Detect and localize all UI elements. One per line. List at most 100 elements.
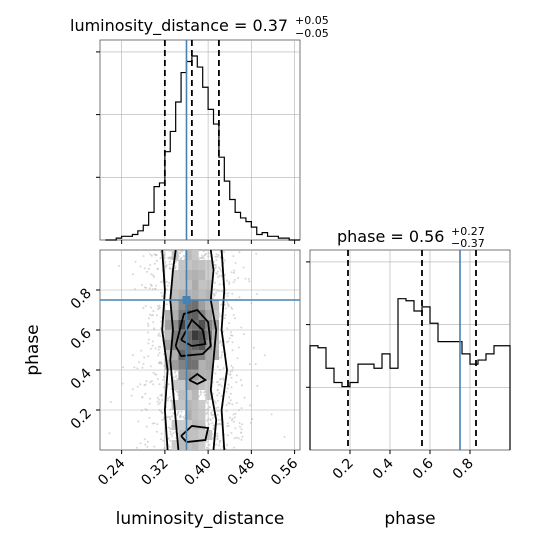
scatter-point: [217, 418, 220, 421]
contour-loop: [180, 318, 207, 347]
scatter-point: [152, 321, 155, 324]
scatter-point: [151, 340, 154, 343]
scatter-point: [232, 255, 235, 258]
scatter-point: [218, 283, 221, 286]
scatter-point: [152, 371, 155, 374]
density-cell: [178, 310, 186, 320]
scatter-point: [148, 317, 150, 320]
scatter-point: [230, 419, 233, 422]
scatter-point: [166, 284, 169, 287]
density-cell: [178, 280, 186, 290]
density-cell: [185, 290, 192, 300]
scatter-point: [238, 251, 241, 254]
scatter-point: [153, 445, 156, 448]
scatter-point: [174, 371, 177, 374]
scatter-point: [220, 269, 223, 272]
density-cell: [185, 430, 192, 440]
scatter-point: [227, 340, 230, 343]
scatter-point: [242, 266, 245, 269]
scatter-point: [139, 265, 142, 268]
scatter-point: [248, 280, 251, 283]
scatter-point: [130, 394, 133, 397]
scatter-grid: [100, 250, 300, 450]
scatter-point: [151, 288, 154, 291]
scatter-point: [157, 398, 160, 401]
phase-quantile-lines: [347, 250, 477, 450]
scatter-point: [169, 440, 172, 442]
scatter-point: [158, 401, 161, 404]
scatter-point: [133, 288, 136, 291]
phase-hist-title: phase = 0.56: [337, 227, 444, 246]
scatter-point: [222, 378, 225, 381]
scatter-point: [144, 443, 147, 446]
scatter-point: [222, 377, 225, 380]
scatter-point: [137, 420, 140, 423]
scatter-point: [229, 331, 232, 334]
scatter-point: [232, 314, 235, 316]
scatter-point: [233, 317, 236, 320]
density-cell: [205, 280, 213, 290]
scatter-point: [215, 407, 218, 409]
scatter-point: [168, 415, 170, 418]
scatter-point: [175, 374, 178, 377]
scatter-point: [218, 290, 221, 292]
scatter-point: [228, 281, 231, 284]
density-cell: [185, 400, 192, 410]
scatter-point: [226, 387, 229, 390]
density-cell: [191, 390, 199, 400]
scatter-point: [153, 253, 156, 256]
scatter-point: [241, 384, 243, 387]
scatter-point: [225, 390, 228, 393]
scatter-point: [143, 438, 146, 441]
luminosity-hist-line: [105, 55, 300, 241]
scatter-point: [158, 383, 161, 386]
scatter-point: [199, 391, 202, 394]
scatter-point: [157, 345, 160, 348]
scatter-point: [150, 380, 153, 382]
scatter-point: [180, 410, 183, 413]
scatter-point: [136, 385, 139, 388]
scatter-point: [206, 446, 209, 449]
scatter-point: [263, 354, 266, 357]
scatter-point: [118, 265, 120, 267]
scatter-point: [218, 392, 221, 395]
scatter-point: [145, 286, 148, 289]
scatter-point: [160, 410, 162, 413]
scatter-point: [150, 284, 153, 287]
scatter-point: [214, 372, 217, 375]
density-cell: [171, 270, 179, 280]
density-cell: [205, 350, 213, 360]
scatter-point: [223, 303, 226, 306]
scatter-point: [236, 357, 239, 360]
scatter-point: [218, 441, 221, 444]
scatter-point: [139, 442, 142, 445]
scatter-point: [237, 437, 240, 440]
density-cell: [198, 320, 206, 330]
scatter-point: [153, 422, 156, 425]
scatter-point: [155, 259, 158, 262]
density-cell: [178, 380, 186, 390]
density-cell: [191, 400, 199, 410]
scatter-point: [230, 334, 233, 337]
scatter-point: [219, 423, 222, 426]
scatter-point: [175, 390, 178, 393]
scatter-point: [145, 380, 148, 383]
scatter-point: [238, 422, 241, 424]
scatter-point: [167, 426, 170, 429]
scatter-point: [171, 435, 174, 438]
scatter-point: [160, 320, 163, 323]
density-cell: [171, 380, 179, 390]
density-cell: [185, 250, 192, 260]
density-cell: [171, 420, 179, 430]
scatter-point: [214, 255, 217, 258]
scatter-point: [168, 263, 171, 266]
density-cell: [185, 440, 192, 450]
density-cell: [198, 350, 206, 360]
density-cell: [191, 420, 199, 430]
scatter-point: [170, 263, 173, 266]
scatter-point: [150, 254, 153, 257]
scatter-point: [149, 313, 151, 316]
scatter-point: [213, 260, 215, 263]
scatter-point: [256, 385, 259, 387]
density-cell: [178, 260, 186, 270]
